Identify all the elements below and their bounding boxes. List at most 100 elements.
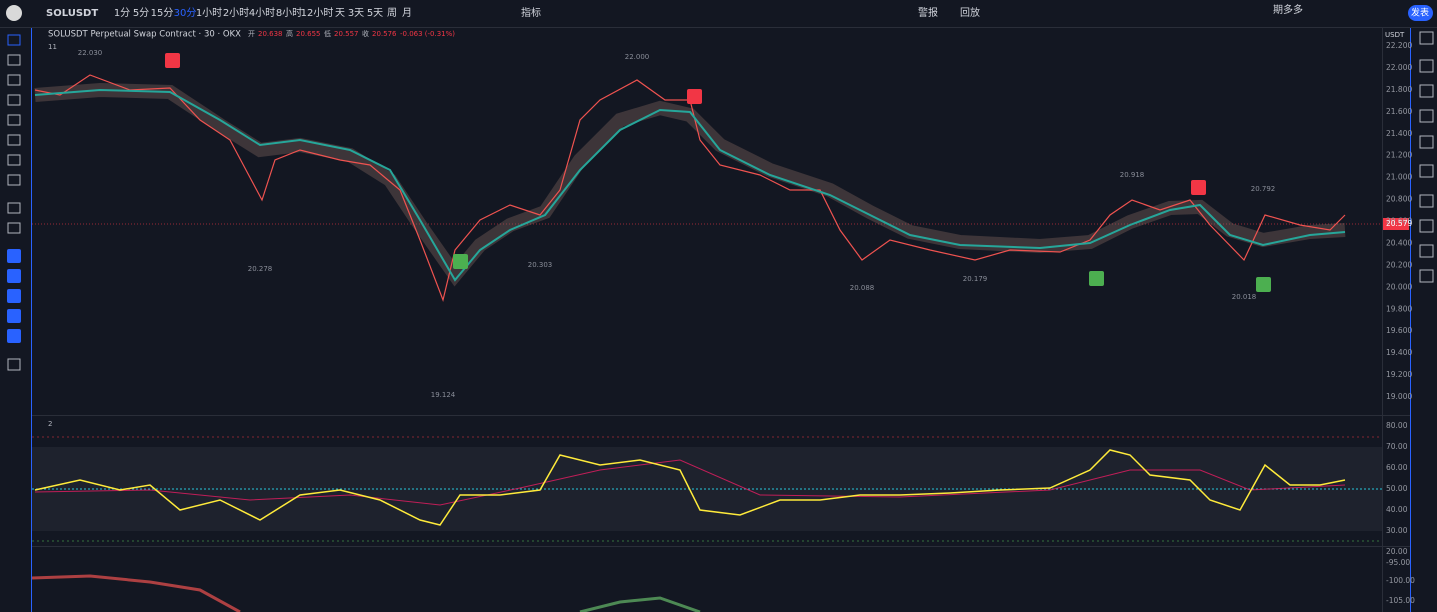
lower-tick-label: -100.00 [1386, 576, 1415, 585]
interval[interactable]: 12小时 [301, 7, 334, 19]
legend-label: 高 [286, 29, 293, 38]
tool-icon[interactable] [7, 269, 21, 283]
price-tick-label: 20.400 [1386, 238, 1412, 247]
right-sidebar [1419, 31, 1434, 283]
user[interactable]: 期多多 [1273, 3, 1303, 16]
side-icon[interactable] [1419, 109, 1434, 123]
osc-tick-label: 20.00 [1386, 547, 1408, 556]
currency: USDT [1385, 31, 1405, 39]
trash-icon[interactable] [7, 358, 21, 371]
osc-tick-label: 30.00 [1386, 526, 1408, 535]
price-annotation: 20.179 [963, 275, 988, 283]
price-tick-label: 19.000 [1386, 392, 1412, 401]
interval[interactable]: 2小时 [223, 7, 249, 19]
last-price: 20.579 [1386, 219, 1412, 228]
pane-count: 11 [48, 43, 57, 51]
price-tick-label: 20.600 [1386, 217, 1412, 226]
lower-histogram [579, 596, 701, 612]
side-icon[interactable] [1419, 164, 1434, 178]
moving-average [34, 88, 1346, 282]
side-icon[interactable] [1419, 59, 1434, 73]
legend-label: 开 [248, 30, 255, 38]
pane-count: 2 [48, 420, 52, 428]
side-icon[interactable] [1419, 194, 1434, 208]
publish-button[interactable] [1408, 5, 1433, 21]
tool-icon[interactable] [7, 289, 21, 303]
price-annotation: 22.000 [625, 53, 650, 61]
indicators[interactable]: 指标 [521, 6, 541, 19]
price-tick-label: 22.000 [1386, 63, 1412, 72]
left-toolbar [7, 34, 21, 371]
side-icon[interactable] [1419, 269, 1434, 283]
interval[interactable]: 5分 [133, 7, 149, 19]
sell-marker [687, 89, 702, 104]
osc-tick-label: 60.00 [1386, 463, 1408, 472]
tool-icon[interactable] [7, 174, 21, 186]
interval[interactable]: 4小时 [249, 7, 275, 19]
interval[interactable]: 8小时 [276, 7, 302, 19]
price-annotation: 20.918 [1120, 171, 1145, 179]
publish[interactable]: 发表 [1411, 7, 1429, 19]
side-icon[interactable] [1419, 84, 1434, 98]
side-icon[interactable] [1419, 219, 1434, 233]
interval[interactable]: 周 [387, 7, 397, 19]
price-tick-label: 22.200 [1386, 41, 1412, 50]
tool-icon[interactable] [7, 94, 21, 106]
side-icon[interactable] [1419, 135, 1434, 149]
tool-icon[interactable] [7, 154, 21, 166]
side-icon[interactable] [1419, 31, 1434, 45]
symbol[interactable]: SOLUSDT [46, 8, 98, 19]
tool-icon[interactable] [7, 114, 21, 126]
oscillator-band [32, 447, 1382, 531]
buy-marker [1256, 277, 1271, 292]
legend-title: SOLUSDT Perpetual Swap Contract · 30 · O… [48, 30, 241, 40]
ribbon [34, 82, 1346, 287]
price-annotation: 20.088 [850, 284, 875, 292]
replay[interactable]: 回放 [960, 6, 980, 19]
price-tick-label: 19.800 [1386, 304, 1412, 313]
signal-line [34, 459, 1346, 506]
tool-icon[interactable] [7, 54, 21, 66]
price-tick-label: 19.400 [1386, 348, 1412, 357]
sell-marker [1191, 180, 1206, 195]
tool-icon[interactable] [7, 74, 21, 86]
tool-icon[interactable] [7, 134, 21, 146]
last-price-box [1383, 218, 1409, 230]
interval[interactable]: 15分 [151, 7, 174, 19]
buy-marker [1089, 271, 1104, 286]
price-tick-label: 20.000 [1386, 282, 1412, 291]
osc-tick-label: 40.00 [1386, 505, 1408, 514]
sell-marker [165, 53, 180, 68]
tool-icon[interactable] [7, 249, 21, 263]
alert[interactable]: 警报 [918, 6, 938, 19]
oscillator-line [34, 449, 1346, 526]
interval[interactable]: 1小时 [196, 7, 222, 19]
legend-value: 20.557 [334, 30, 359, 38]
price-tick-label: 19.600 [1386, 326, 1412, 335]
buy-marker [453, 254, 468, 269]
tool-icon[interactable] [7, 329, 21, 343]
osc-tick-label: 80.00 [1386, 421, 1408, 430]
side-icon[interactable] [1419, 244, 1434, 258]
interval[interactable]: 月 [402, 7, 412, 19]
price-tick-label: 21.600 [1386, 107, 1412, 116]
tool-icon[interactable] [7, 222, 21, 234]
avatar[interactable] [6, 5, 22, 21]
legend-label: 收 [362, 29, 369, 38]
price-annotation: 19.124 [431, 391, 456, 399]
interval[interactable]: 30分 [174, 7, 197, 19]
tool-icon[interactable] [7, 309, 21, 323]
legend-change: -0.063 (-0.31%) [400, 30, 455, 38]
legend-value: 20.576 [372, 30, 397, 38]
price-annotation: 20.278 [248, 265, 273, 273]
interval[interactable]: 1分 [114, 7, 130, 19]
legend-value: 20.638 [258, 30, 283, 38]
tool-icon[interactable] [7, 34, 21, 46]
legend-label: 低 [324, 29, 331, 38]
interval[interactable]: 5天 [367, 8, 383, 19]
interval[interactable]: 3天 [348, 8, 364, 19]
tool-icon[interactable] [7, 202, 21, 214]
price-annotation: 22.030 [78, 49, 103, 57]
interval[interactable]: 天 [335, 8, 345, 19]
